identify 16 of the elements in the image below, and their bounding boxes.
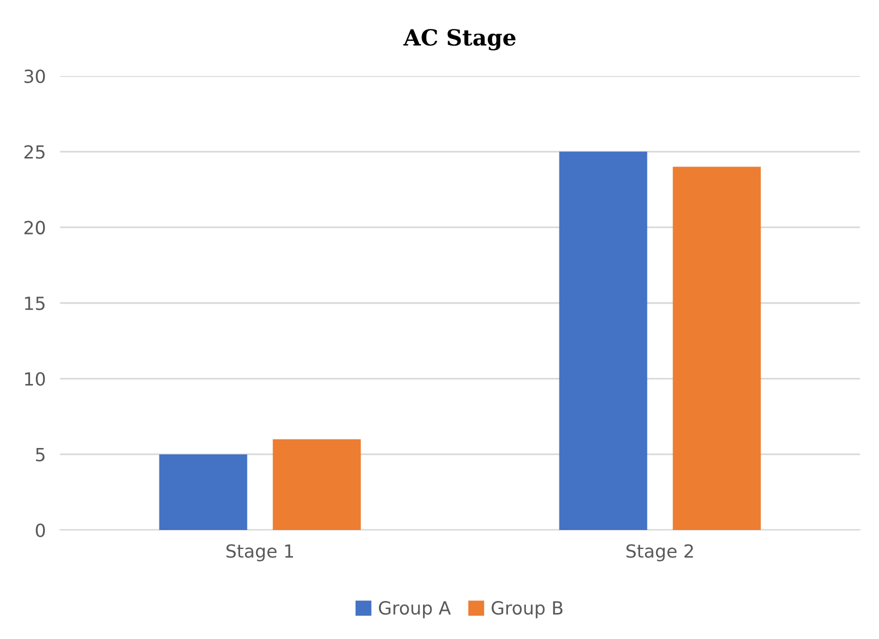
y-tick-label: 20 [24,220,45,234]
y-tick-label: 0 [36,523,45,538]
y-tick-label: 5 [36,448,45,462]
x-tick-label: Stage 2 [626,544,693,562]
legend-label: Group B [492,601,562,618]
bar [559,152,648,530]
x-tick-label: Stage 1 [226,544,294,562]
y-tick-label: 10 [25,372,45,386]
bar [159,454,248,530]
chart-title: AC Stage [403,28,516,50]
bar [272,439,361,530]
y-tick-label: 25 [24,145,45,159]
y-tick-label: 15 [25,296,45,310]
bar [672,166,761,530]
legend-label: Group A [378,601,451,618]
y-tick-label: 30 [24,69,45,84]
